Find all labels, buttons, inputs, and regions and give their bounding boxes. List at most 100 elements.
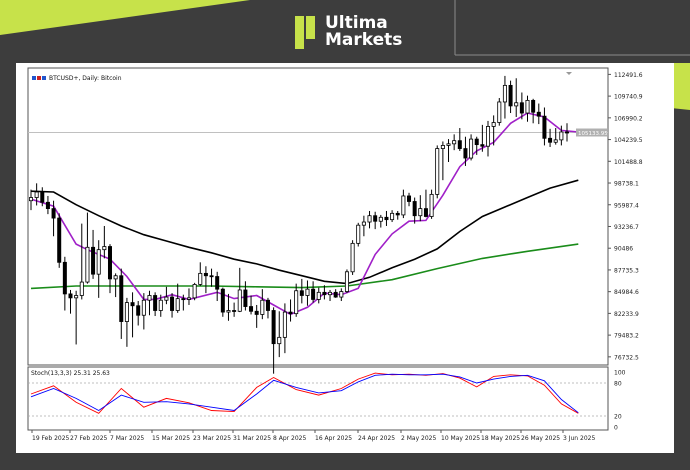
candle	[463, 136, 468, 166]
y-tick-label: 93236.7	[614, 224, 639, 231]
candle	[91, 229, 96, 279]
candle	[170, 293, 175, 318]
candle	[457, 128, 462, 151]
y-tick-label: 98738.1	[614, 181, 639, 188]
x-tick-label: 23 Mar 2025	[193, 435, 231, 442]
candle	[271, 307, 276, 374]
price-chart[interactable]: 112491.6 109740.9 106990.2 104239.5 101488.8…	[16, 63, 674, 453]
candle	[282, 303, 287, 354]
candle-body	[514, 102, 519, 107]
candle	[418, 195, 423, 222]
candle-body	[119, 275, 124, 322]
candle-body	[175, 298, 180, 311]
stoch-tick-label: 100	[614, 370, 626, 377]
x-tick-label: 19 Feb 2025	[32, 435, 70, 442]
candle-body	[203, 272, 208, 277]
candle	[96, 240, 101, 298]
y-tick-label: 112491.6	[614, 72, 643, 79]
candle	[339, 288, 344, 302]
x-tick-label: 3 Jun 2025	[563, 435, 595, 442]
candle-body	[158, 299, 163, 311]
candle	[384, 210, 389, 226]
candle-body	[141, 299, 146, 316]
scroll-marker-icon	[566, 72, 572, 75]
candle	[502, 75, 507, 119]
candle	[79, 223, 84, 300]
candle-body	[305, 288, 310, 296]
y-tick-label: 84984.6	[614, 289, 639, 296]
candle-body	[96, 249, 101, 275]
stoch-signal-line	[30, 373, 579, 414]
candle-body	[282, 311, 287, 338]
candle-body	[412, 201, 417, 217]
candle	[28, 189, 33, 211]
candle	[390, 210, 395, 223]
candle	[486, 120, 491, 157]
candle	[553, 128, 558, 145]
candle-body	[502, 84, 507, 103]
y-tick-label: 104239.5	[614, 137, 643, 144]
candle	[51, 200, 56, 237]
candle-body	[79, 281, 84, 296]
candle	[62, 256, 67, 311]
candle-body	[373, 215, 378, 222]
stoch-title: Stoch(13,3,3) 25.31 25.63	[31, 370, 110, 377]
candle-body	[136, 305, 141, 316]
candle	[316, 287, 321, 304]
candle	[356, 222, 361, 247]
candle-body	[553, 139, 558, 143]
symbol-icon-2	[37, 76, 41, 80]
candle	[378, 214, 383, 228]
logo-wordmark: Ultima Markets	[325, 15, 402, 49]
candle	[311, 281, 316, 303]
candle-body	[124, 302, 129, 322]
candle-body	[395, 212, 400, 216]
candle-body	[28, 197, 33, 202]
candle-body	[559, 131, 564, 141]
candle	[243, 281, 248, 311]
candle-body	[299, 290, 304, 296]
candle	[192, 282, 197, 301]
candle	[542, 107, 547, 146]
candle-body	[469, 138, 474, 159]
candle	[164, 286, 169, 305]
candle-body	[491, 122, 496, 127]
candle-body	[260, 299, 265, 315]
candle	[559, 125, 564, 146]
y-tick-label: 90486	[614, 246, 633, 253]
candle	[395, 210, 400, 220]
stoch-tick-label: 0	[614, 425, 618, 432]
symbol-icon	[32, 76, 36, 80]
candle-body	[474, 138, 479, 146]
candle-body	[463, 148, 468, 159]
candle-body	[497, 101, 502, 123]
candle-body	[130, 302, 135, 307]
logo-line-1: Ultima	[325, 13, 388, 33]
candle	[277, 311, 282, 358]
candle	[85, 212, 90, 284]
candle	[446, 139, 451, 162]
candle	[536, 103, 541, 125]
candle-body	[344, 271, 349, 292]
candle	[141, 293, 146, 330]
candle	[249, 295, 254, 315]
candle	[147, 290, 152, 316]
candle-body	[102, 246, 107, 251]
candle	[254, 304, 259, 328]
candle-body	[237, 289, 242, 312]
candle-body	[215, 276, 220, 290]
x-tick-label: 10 May 2025	[441, 435, 480, 442]
candle	[497, 98, 502, 126]
candle-body	[446, 143, 451, 146]
y-tick-label: 109740.9	[614, 94, 643, 101]
candle-body	[519, 102, 524, 114]
candle-body	[51, 208, 56, 219]
candle	[480, 124, 485, 152]
candle	[429, 189, 434, 219]
candle-body	[243, 289, 248, 307]
y-tick-label: 106990.2	[614, 115, 643, 122]
candle-body	[548, 137, 553, 143]
candle	[232, 302, 237, 317]
x-tick-label: 24 Apr 2025	[358, 435, 395, 442]
candle-body	[209, 275, 214, 278]
